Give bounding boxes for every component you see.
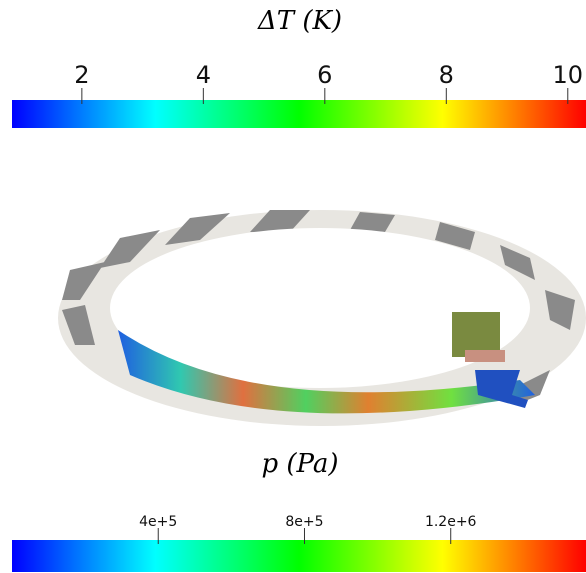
tick-label: 8e+5 [285, 514, 323, 530]
tick-label: 4e+5 [139, 514, 177, 530]
ring-render [58, 210, 586, 426]
tick-label: 2 [74, 61, 89, 89]
colorbar-title: p (Pa) [261, 449, 338, 479]
tick-label: 4 [196, 61, 211, 89]
tick-label: 1.2e+6 [425, 514, 477, 530]
tick-label: 8 [439, 61, 454, 89]
colorbar-title: ΔT (K) [257, 6, 342, 36]
colorbar [12, 540, 586, 572]
tick-label: 10 [553, 61, 584, 89]
colorbar [12, 100, 586, 128]
tick-label: 6 [317, 61, 332, 89]
